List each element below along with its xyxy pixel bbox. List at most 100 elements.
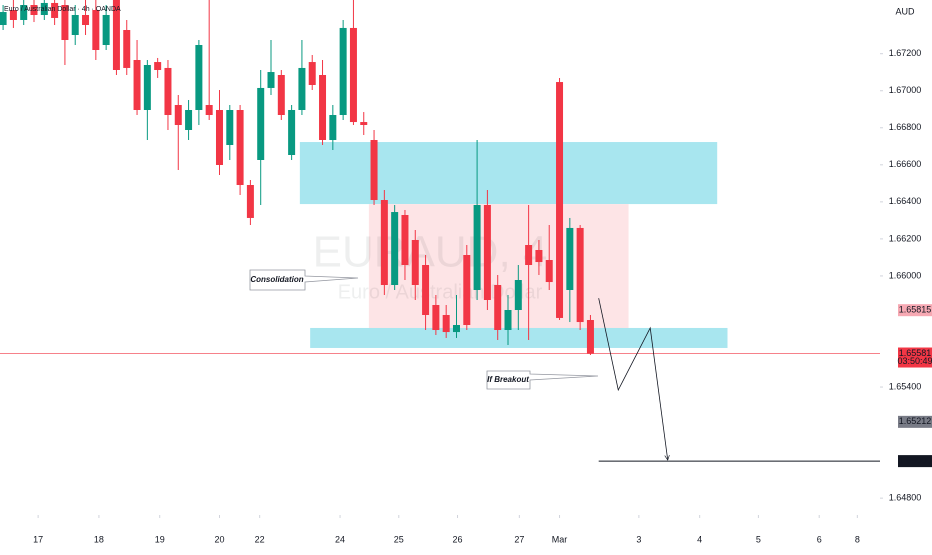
axes: 1.67200 1.67000 1.66800 1.66600 1.66400 1.662… (33, 48, 932, 544)
candle-body (215, 110, 223, 165)
y-tick-label: 1.67000 (889, 85, 922, 95)
y-tick-label: 1.64800 (889, 493, 922, 503)
candle-body (185, 110, 193, 130)
candle-body (308, 62, 316, 85)
candle-body (112, 0, 120, 70)
candle-body (545, 260, 553, 283)
x-tick-label: 25 (394, 534, 404, 544)
y-tick-label: 1.66400 (889, 196, 922, 206)
candle-body (411, 240, 419, 285)
y-tick-label: 1.66200 (889, 233, 922, 243)
y-tick-label: 1.67200 (889, 48, 922, 58)
candle-body (143, 65, 151, 110)
x-tick-label: 18 (94, 534, 104, 544)
candle-body (164, 67, 172, 115)
y-tick-label: 1.66800 (889, 122, 922, 132)
candle-body (30, 5, 38, 15)
price-label: 1.65815 (899, 305, 932, 315)
consolidation-callout: Consolidation (249, 269, 359, 291)
price-label: 1.65212 (899, 416, 932, 426)
candle-body (226, 110, 234, 145)
candle-body (246, 185, 254, 218)
candle-body (277, 75, 285, 115)
candle-body (51, 2, 59, 18)
candle-body (9, 10, 17, 20)
candle-body (525, 245, 533, 265)
candle-body (236, 110, 244, 185)
price-countdown: 03:50:49 (897, 356, 932, 366)
x-tick-label: Mar (552, 534, 568, 544)
x-tick-label: 27 (514, 534, 524, 544)
candle-body (174, 105, 182, 125)
projection-path (598, 298, 668, 460)
candle-body (329, 115, 337, 140)
candle-body (339, 27, 347, 115)
x-tick-label: 6 (817, 534, 822, 544)
candle-body (360, 122, 368, 125)
candle-body (566, 227, 574, 290)
candle-body (0, 12, 7, 25)
candle-body (494, 285, 502, 330)
candle-body (432, 305, 440, 330)
price-label-bg (898, 455, 932, 468)
x-tick-label: 3 (636, 534, 641, 544)
x-tick-label: 5 (756, 534, 761, 544)
candle-body (586, 320, 594, 354)
candle-body (401, 215, 409, 265)
candle-body (133, 60, 141, 110)
candle-body (154, 62, 162, 70)
candle-body (288, 110, 296, 155)
x-tick-label: 22 (255, 534, 265, 544)
breakout-callout: If Breakout (486, 370, 599, 390)
watermark-subtitle: Euro / Australian Dollar (338, 281, 543, 303)
y-tick-label: 1.66600 (889, 159, 922, 169)
candle-body (92, 10, 100, 50)
candle-body (257, 87, 265, 160)
x-tick-label: 17 (33, 534, 43, 544)
x-tick-label: 19 (155, 534, 165, 544)
price-label: 1.65000 (899, 455, 932, 465)
zones (299, 142, 728, 348)
candle-body (267, 72, 275, 88)
zone (310, 327, 728, 348)
candle-body (442, 315, 450, 333)
callout-box (249, 269, 359, 291)
annotation: Consolidation (250, 275, 303, 284)
annotation: If Breakout (487, 375, 529, 384)
candle-body (319, 75, 327, 140)
marks (0, 0, 880, 462)
chart-title: Euro / Australian Dollar · 4h · OANDA (4, 6, 121, 13)
candle-body (40, 2, 48, 15)
x-tick-label: 26 (453, 534, 463, 544)
zone (299, 142, 718, 205)
candle-body (504, 310, 512, 330)
x-tick-label: 20 (214, 534, 224, 544)
candle-body (82, 15, 90, 25)
candle-body (205, 105, 213, 115)
candle-body (535, 250, 543, 263)
candle-body (380, 200, 388, 285)
candle-body (349, 27, 357, 123)
price-label-bg (898, 415, 932, 428)
candle-body (370, 140, 378, 200)
candle-body (514, 280, 522, 310)
candle-body (483, 205, 491, 300)
x-tick-label: 24 (335, 534, 345, 544)
candle-body (123, 30, 131, 68)
candle-body (452, 325, 460, 333)
currency: AUD (895, 6, 915, 16)
candle-body (20, 5, 28, 20)
candle-body (422, 265, 430, 315)
candle-body (473, 205, 481, 290)
price-label: 1.65581 (899, 348, 932, 358)
y-tick-label: 1.65400 (889, 381, 922, 391)
candle-body (556, 82, 564, 318)
price-label-bg (898, 347, 932, 368)
watermark: EURAUD, 4 (313, 228, 548, 277)
candle-body (71, 15, 79, 35)
candle-body (102, 15, 110, 45)
price-label-bg (898, 304, 932, 317)
candle-body (463, 255, 471, 325)
time-axis (0, 515, 880, 550)
